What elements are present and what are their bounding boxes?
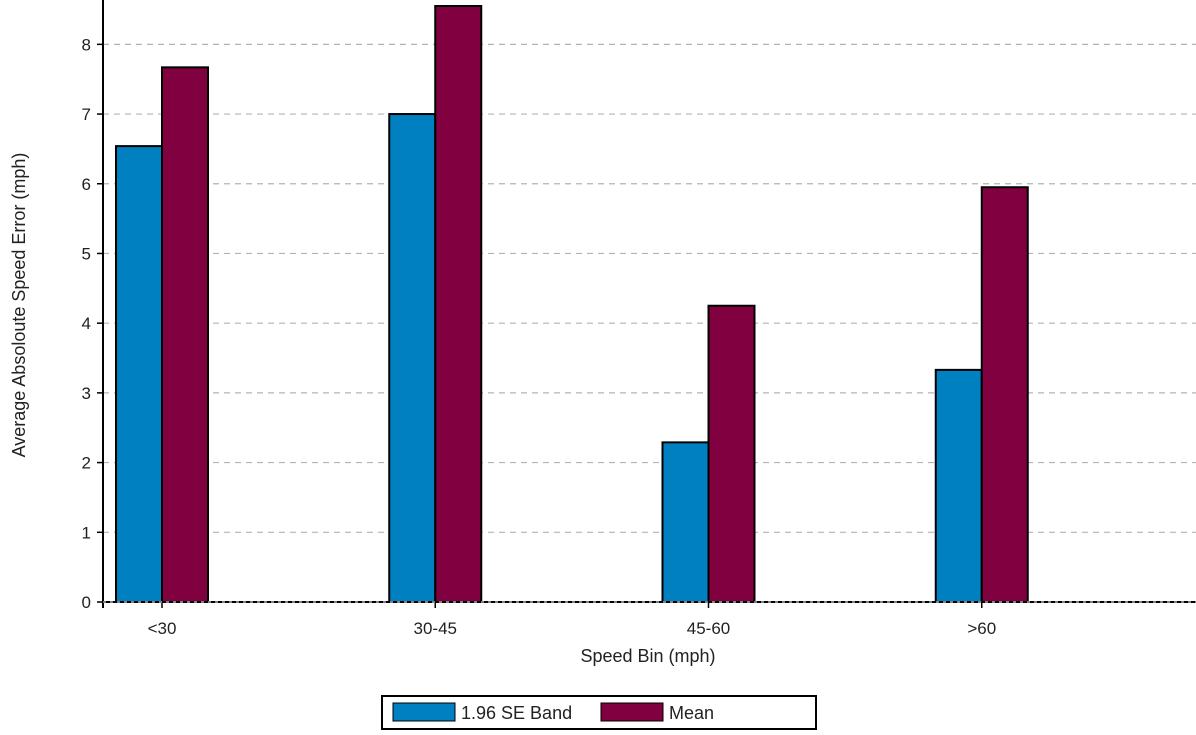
y-tick-label: 3 [82,384,91,403]
y-tick-label: 0 [82,593,91,612]
y-axis-title: Average Absoloute Speed Error (mph) [9,153,29,458]
x-tick-label: 45-60 [687,619,730,638]
legend-swatch-se-band [392,702,456,722]
grid-lines [103,43,1196,533]
x-tick-label: <30 [148,619,177,638]
y-tick-labels: 0 1 2 3 4 5 6 7 8 [82,35,91,612]
y-tick-label: 6 [82,175,91,194]
bar-se-band [934,368,983,603]
y-tick-label: 7 [82,105,91,124]
y-tick-label: 8 [82,35,91,54]
axes [97,0,1196,608]
y-tick-label: 1 [82,523,91,542]
bar-mean [707,304,756,603]
bar-se-band [115,145,163,603]
x-tick-label: >60 [967,619,996,638]
bar-mean [161,66,209,603]
x-tick-labels: <30 30-45 45-60 >60 [148,619,997,638]
legend-label-mean: Mean [669,703,714,723]
legend-label-se-band: 1.96 SE Band [461,703,572,723]
x-tick-label: 30-45 [414,619,457,638]
bars [115,5,1029,604]
bar-se-band [388,113,437,603]
legend-swatch-mean [600,702,664,722]
bar-mean [980,186,1029,603]
x-axis-title: Speed Bin (mph) [580,646,715,666]
y-tick-label: 2 [82,454,91,473]
y-tick-label: 5 [82,244,91,263]
legend: 1.96 SE Band Mean [381,695,817,730]
y-tick-label: 4 [82,314,91,333]
bar-mean [434,5,483,603]
bar-se-band [661,441,710,604]
